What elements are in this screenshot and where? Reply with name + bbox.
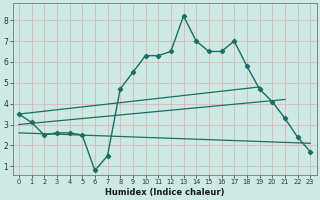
X-axis label: Humidex (Indice chaleur): Humidex (Indice chaleur) xyxy=(105,188,224,197)
